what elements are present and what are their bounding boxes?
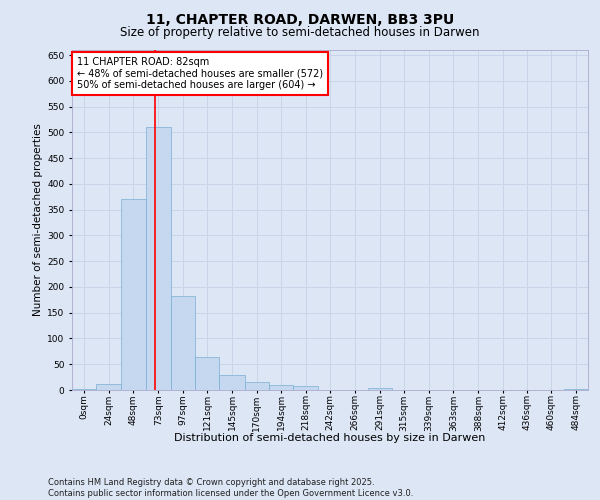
X-axis label: Distribution of semi-detached houses by size in Darwen: Distribution of semi-detached houses by … <box>175 434 485 444</box>
Bar <box>72 389 97 390</box>
Bar <box>146 128 170 390</box>
Bar <box>121 200 146 390</box>
Y-axis label: Number of semi-detached properties: Number of semi-detached properties <box>33 124 43 316</box>
Bar <box>269 385 293 390</box>
Bar <box>368 388 392 390</box>
Bar <box>170 296 195 390</box>
Text: Size of property relative to semi-detached houses in Darwen: Size of property relative to semi-detach… <box>120 26 480 39</box>
Text: 11 CHAPTER ROAD: 82sqm
← 48% of semi-detached houses are smaller (572)
50% of se: 11 CHAPTER ROAD: 82sqm ← 48% of semi-det… <box>77 57 323 90</box>
Bar <box>293 386 318 390</box>
Bar <box>195 356 219 390</box>
Text: 11, CHAPTER ROAD, DARWEN, BB3 3PU: 11, CHAPTER ROAD, DARWEN, BB3 3PU <box>146 12 454 26</box>
Bar <box>563 389 588 390</box>
Bar <box>97 384 121 390</box>
Text: Contains HM Land Registry data © Crown copyright and database right 2025.
Contai: Contains HM Land Registry data © Crown c… <box>48 478 413 498</box>
Bar <box>245 382 269 390</box>
Bar <box>219 374 245 390</box>
